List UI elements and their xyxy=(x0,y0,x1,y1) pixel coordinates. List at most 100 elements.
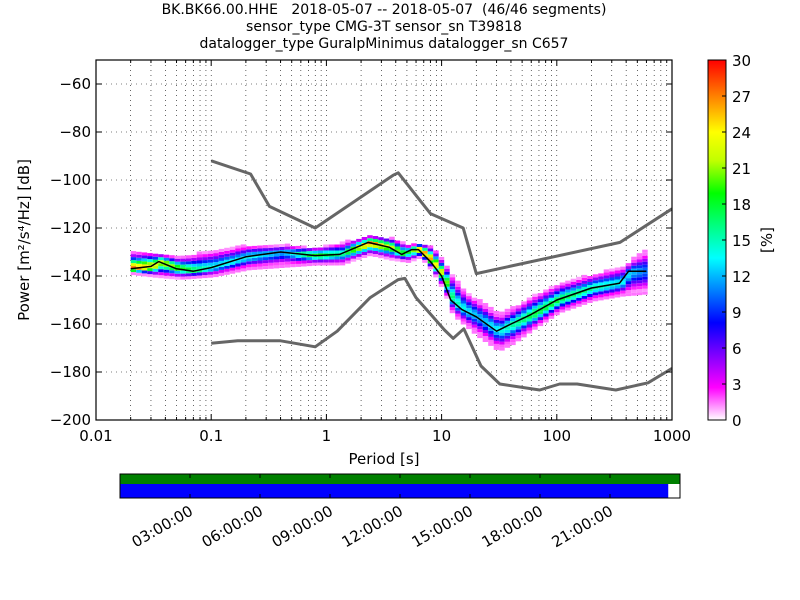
density-cell xyxy=(625,263,632,267)
density-cell xyxy=(543,301,549,305)
density-cell xyxy=(587,279,593,282)
density-cell xyxy=(207,268,214,272)
density-cell xyxy=(180,258,186,262)
density-cell xyxy=(587,282,593,285)
density-cell xyxy=(158,272,164,276)
density-cell xyxy=(521,328,527,332)
density-cell xyxy=(394,249,401,253)
density-cell xyxy=(466,299,472,303)
density-cell xyxy=(488,318,494,322)
density-cell xyxy=(477,308,483,312)
density-cell xyxy=(488,306,494,310)
density-cell xyxy=(587,291,593,294)
y-tick-label: −140 xyxy=(50,267,91,285)
density-cell xyxy=(636,262,643,266)
density-cell xyxy=(521,319,527,323)
x-tick-label: 10 xyxy=(432,427,451,445)
density-cell xyxy=(130,254,137,258)
density-cell xyxy=(565,301,571,305)
grid-lines xyxy=(96,60,672,420)
density-cell xyxy=(273,247,280,251)
density-cell xyxy=(185,276,192,280)
density-cell xyxy=(504,317,511,321)
density-cell xyxy=(389,248,395,252)
density-cell xyxy=(169,276,175,280)
density-cell xyxy=(405,250,412,254)
density-cell xyxy=(565,304,571,308)
density-cell xyxy=(284,264,291,268)
x-tick-label: 0.1 xyxy=(199,427,223,445)
density-cell xyxy=(433,271,439,275)
density-cell xyxy=(625,290,632,294)
density-cell xyxy=(482,312,489,315)
curves xyxy=(130,159,672,392)
density-cell xyxy=(169,270,175,274)
density-cell xyxy=(339,262,346,266)
density-cell xyxy=(532,320,538,324)
density-cell xyxy=(609,271,615,275)
density-cell xyxy=(570,302,577,306)
density-cell xyxy=(196,257,203,261)
density-cell xyxy=(141,261,148,265)
coverage-timeline: 03:00:00 06:00:00 09:00:00 12:00:00 15:00:00… xyxy=(119,473,681,551)
density-cell xyxy=(477,299,483,303)
colorbar-tick-label: 27 xyxy=(732,88,751,106)
density-cell xyxy=(620,266,626,270)
density-cell xyxy=(290,249,296,253)
density-cell xyxy=(510,342,516,346)
density-cell xyxy=(251,251,258,255)
density-cell xyxy=(191,263,197,267)
density-cell xyxy=(636,292,643,296)
density-cell xyxy=(196,272,203,276)
density-cell xyxy=(136,272,142,276)
y-tick-label: −120 xyxy=(50,219,91,237)
density-cell xyxy=(169,261,175,265)
density-cell xyxy=(466,326,472,330)
density-cell xyxy=(488,336,494,340)
density-cell xyxy=(477,311,483,315)
density-cell xyxy=(587,276,593,279)
density-cell xyxy=(532,305,538,309)
density-cell xyxy=(350,252,357,256)
density-cell xyxy=(614,267,621,271)
density-cell xyxy=(521,307,527,311)
density-cell xyxy=(482,318,489,321)
density-cell xyxy=(526,300,533,304)
density-cell xyxy=(130,272,137,276)
density-cell xyxy=(548,297,555,301)
density-cell xyxy=(598,273,604,277)
density-cell xyxy=(262,251,269,255)
density-cell xyxy=(251,266,258,270)
density-cell xyxy=(235,251,241,255)
density-cell xyxy=(466,323,472,327)
density-cell xyxy=(642,255,648,259)
timeline-tick-label: 06:00:00 xyxy=(199,502,266,551)
density-cell xyxy=(411,252,417,256)
density-cell xyxy=(290,264,296,268)
density-cell xyxy=(559,306,566,310)
density-cell xyxy=(471,312,478,316)
data-coverage-bar xyxy=(120,474,680,484)
density-cell xyxy=(438,280,445,284)
density-cell xyxy=(449,304,456,308)
density-cell xyxy=(367,253,373,257)
density-cell xyxy=(251,254,258,258)
density-cell xyxy=(455,280,461,284)
density-cell xyxy=(510,318,516,322)
density-cell xyxy=(279,253,285,256)
density-cell xyxy=(152,271,159,275)
density-cell xyxy=(174,258,181,262)
density-cell xyxy=(570,281,577,285)
density-cell xyxy=(416,253,423,256)
density-cell xyxy=(218,251,225,255)
density-cell xyxy=(207,253,214,257)
density-cell xyxy=(466,308,472,312)
density-cell xyxy=(537,314,544,318)
density-cell xyxy=(136,260,142,264)
density-cell xyxy=(196,269,203,273)
density-cell xyxy=(537,293,544,297)
density-cell xyxy=(257,266,263,270)
density-cell xyxy=(427,248,434,252)
density-cell xyxy=(433,274,439,278)
timeline-tick-label: 09:00:00 xyxy=(269,502,336,551)
